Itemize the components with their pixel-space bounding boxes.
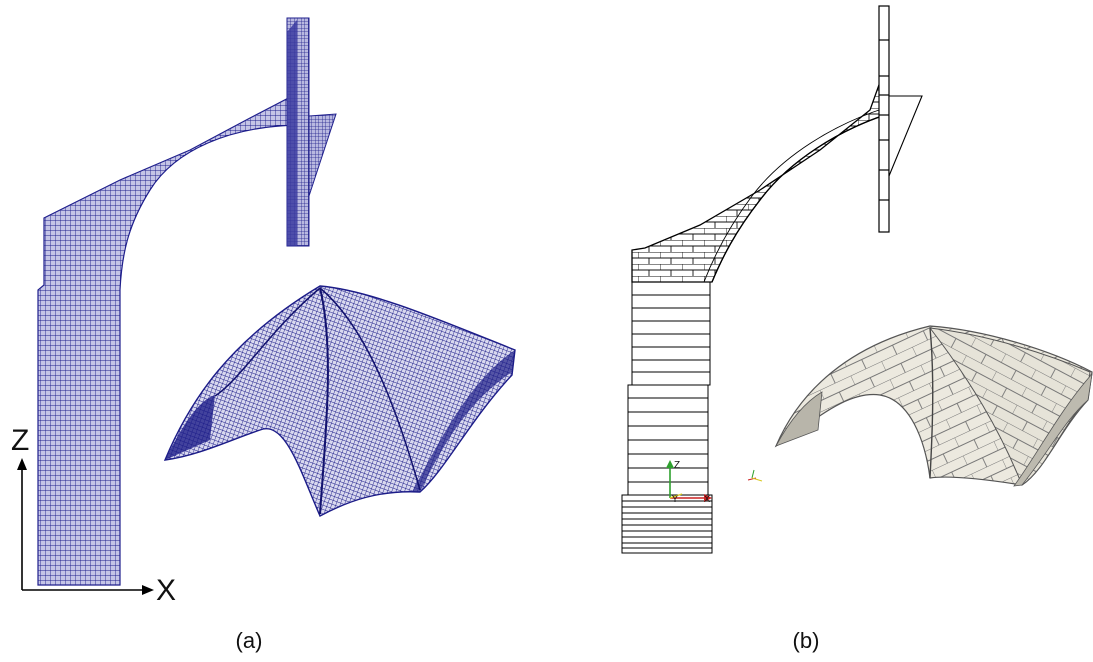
fin-blocks [888, 95, 923, 177]
vault-blocks [774, 325, 1093, 487]
arch-blocks [631, 81, 886, 283]
x-axis-label: X [156, 574, 176, 607]
xz-axes: Z X [11, 424, 176, 607]
caption-panel-a: (a) [235, 628, 263, 653]
pillar-blocks [621, 281, 713, 554]
mini-x-label: X [704, 494, 710, 504]
pillar-arch-mesh [37, 91, 301, 586]
orientation-glyph [747, 469, 763, 482]
mini-y-label: Y [672, 494, 678, 504]
caption-panel-b: (b) [792, 628, 820, 653]
fin-mesh [308, 113, 337, 197]
z-axis-label: Z [11, 424, 29, 457]
panel-b-block-model: Z Y X [621, 5, 1093, 554]
mini-z-label: Z [674, 460, 680, 471]
vault-mesh [163, 285, 516, 517]
mast-blocks [878, 5, 890, 233]
mini-axis-triad: Z Y X [666, 460, 712, 504]
mast-side-mesh [287, 20, 297, 246]
panel-a-mesh-model: Z X [11, 17, 516, 607]
